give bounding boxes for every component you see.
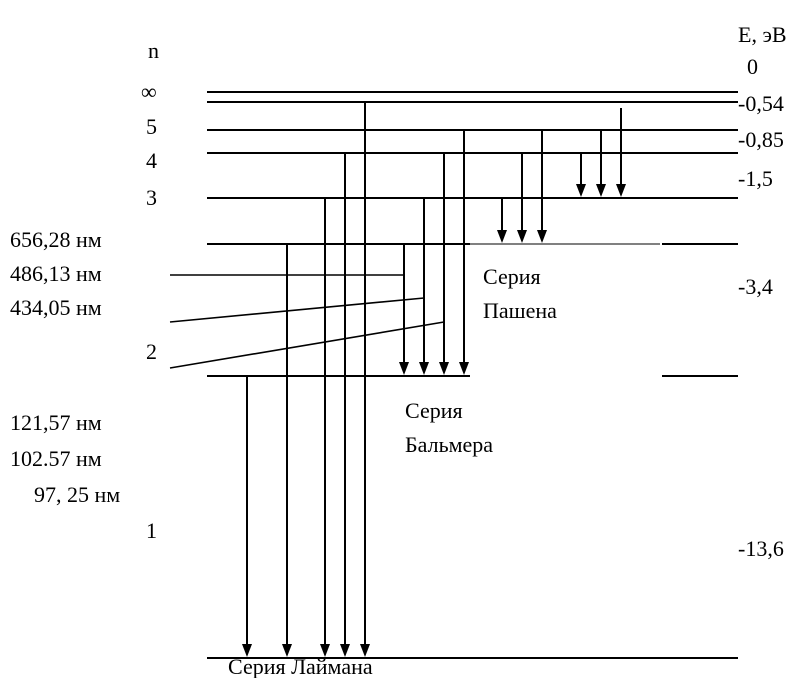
brackett-arrow-5 (576, 153, 586, 197)
balmer-label-line2: Бальмера (405, 432, 493, 457)
lyman-arrow-4-head (320, 644, 330, 657)
wavelength-434: 434,05 нм (10, 295, 102, 320)
energy-label-0: 0 (747, 54, 758, 79)
brackett-arrow-6-head (596, 184, 606, 197)
balmer-arrow-6 (459, 130, 469, 375)
wavelength-97: 97, 25 нм (34, 482, 120, 507)
paschen-arrow-6 (537, 130, 547, 243)
balmer-arrow-3-head (399, 362, 409, 375)
lyman-arrow-4 (320, 198, 330, 657)
lyman-label: Серия Лаймана (228, 654, 373, 678)
n-axis-label: n (148, 38, 159, 63)
n-label-3: 3 (146, 185, 157, 210)
wavelength-labels: 656,28 нм 486,13 нм 434,05 нм 121,57 нм … (10, 227, 120, 507)
balmer-arrow-6-head (459, 362, 469, 375)
energy-axis-label: E, эВ (738, 22, 787, 47)
n-label-infinity: ∞ (141, 79, 157, 104)
balmer-arrow-4 (419, 198, 429, 375)
n-labels: n ∞ 5 4 3 2 1 (141, 38, 159, 543)
lyman-arrow-6 (360, 102, 370, 657)
wavelength-486: 486,13 нм (10, 261, 102, 286)
lyman-arrow-3-head (282, 644, 292, 657)
energy-label-34: -3,4 (738, 274, 773, 299)
brackett-arrow-6 (596, 130, 606, 197)
brackett-arrow-7-head (616, 184, 626, 197)
n-label-4: 4 (146, 148, 157, 173)
n-label-2: 2 (146, 339, 157, 364)
energy-label-054: -0,54 (738, 91, 784, 116)
energy-levels (207, 91, 738, 659)
balmer-arrow-3 (399, 244, 409, 375)
paschen-arrow-4-head (497, 230, 507, 243)
wavelength-102: 102.57 нм (10, 446, 102, 471)
paschen-arrow-4 (497, 198, 507, 243)
wavelength-656: 656,28 нм (10, 227, 102, 252)
lyman-arrow-6-head (360, 644, 370, 657)
wavelength-pointers (169, 274, 445, 369)
pointer-line-410 (169, 321, 445, 369)
balmer-arrow-5-head (439, 362, 449, 375)
series-labels: Серия Пашена Серия Бальмера Серия Лайман… (228, 264, 557, 678)
lyman-arrow-3 (282, 244, 292, 657)
lyman-arrow-5 (340, 153, 350, 657)
lyman-arrow-2-head (242, 644, 252, 657)
paschen-arrow-6-head (537, 230, 547, 243)
paschen-label-line2: Пашена (483, 298, 557, 323)
balmer-label-line1: Серия (405, 398, 463, 423)
paschen-label-line1: Серия (483, 264, 541, 289)
transition-arrows (242, 102, 626, 657)
n-label-1: 1 (146, 518, 157, 543)
lyman-arrow-2 (242, 376, 252, 657)
wavelength-121: 121,57 нм (10, 410, 102, 435)
brackett-arrow-5-head (576, 184, 586, 197)
lyman-arrow-5-head (340, 644, 350, 657)
n-label-5: 5 (146, 114, 157, 139)
energy-label-085: -0,85 (738, 127, 784, 152)
balmer-arrow-5 (439, 153, 449, 375)
brackett-arrow-7 (616, 108, 626, 197)
energy-label-15: -1,5 (738, 166, 773, 191)
paschen-arrow-5 (517, 153, 527, 243)
energy-label-136: -13,6 (738, 536, 784, 561)
paschen-arrow-5-head (517, 230, 527, 243)
energy-labels: E, эВ 0 -0,54 -0,85 -1,5 -3,4 -13,6 (738, 22, 787, 561)
balmer-arrow-4-head (419, 362, 429, 375)
pointer-line-434 (169, 297, 425, 323)
